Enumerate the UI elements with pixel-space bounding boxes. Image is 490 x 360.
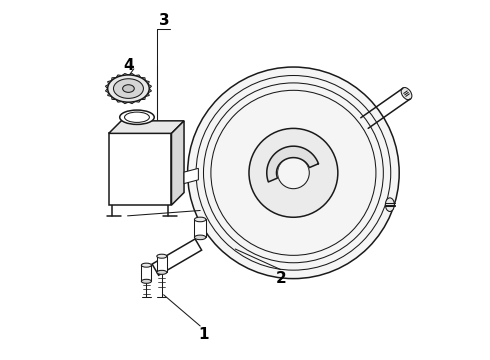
Text: 2: 2	[275, 271, 286, 286]
Ellipse shape	[122, 85, 134, 93]
Ellipse shape	[401, 87, 412, 100]
Text: 1: 1	[198, 328, 209, 342]
Ellipse shape	[157, 254, 167, 258]
Circle shape	[188, 67, 399, 279]
Ellipse shape	[108, 75, 149, 102]
Polygon shape	[172, 121, 184, 205]
Ellipse shape	[195, 217, 206, 222]
Circle shape	[277, 157, 309, 189]
Text: 4: 4	[123, 58, 134, 73]
Polygon shape	[109, 134, 172, 205]
Polygon shape	[152, 239, 201, 275]
Polygon shape	[109, 121, 184, 134]
Text: 3: 3	[159, 13, 170, 28]
Ellipse shape	[157, 270, 167, 274]
Polygon shape	[195, 220, 206, 237]
Polygon shape	[267, 146, 318, 182]
Circle shape	[249, 129, 338, 217]
Ellipse shape	[141, 279, 151, 283]
Ellipse shape	[195, 235, 206, 240]
Ellipse shape	[120, 110, 154, 125]
Ellipse shape	[385, 198, 394, 211]
Polygon shape	[184, 168, 198, 184]
Polygon shape	[157, 256, 167, 273]
Polygon shape	[141, 265, 151, 281]
Ellipse shape	[141, 263, 151, 267]
Ellipse shape	[114, 79, 144, 98]
